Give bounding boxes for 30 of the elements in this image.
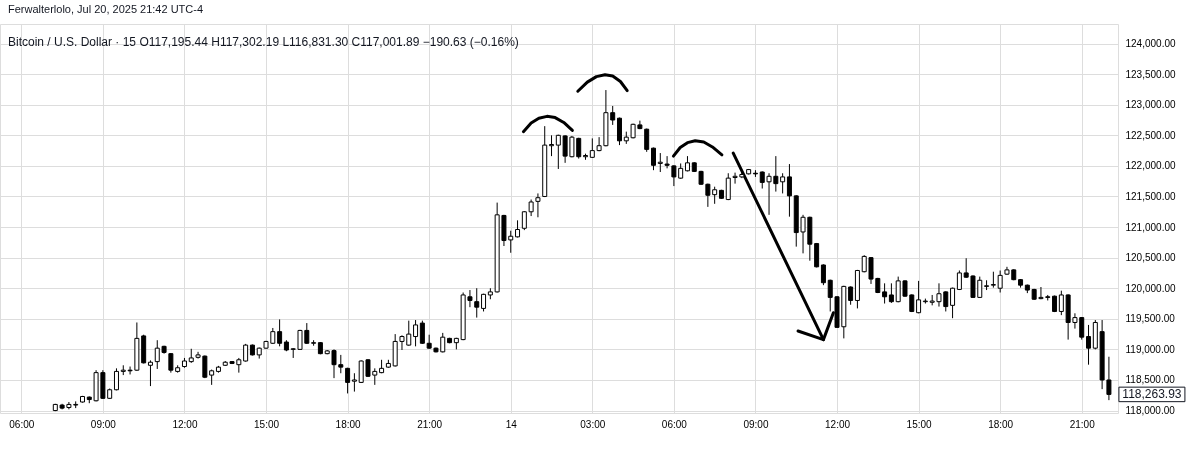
x-tick-label: 21:00	[1069, 418, 1096, 430]
text: Bitcoin / U.S. Dollar · 15 O117,195.44 H117,302.19 L116,831.30 C117,001.89 −190.63 (−0.16%)	[8, 35, 519, 49]
x-tick-label: 09:00	[743, 418, 769, 430]
y-tick-label: 119,500.00	[1125, 313, 1176, 325]
x-tick-label: 14	[505, 418, 518, 430]
y-tick-label: 123,500.00	[1125, 68, 1176, 80]
y-tick-label: 121,000.00	[1125, 221, 1176, 233]
y-tick-label: 121,500.00	[1125, 190, 1176, 202]
annotation: 118,263.93	[1122, 387, 1182, 402]
x-tick-label: 18:00	[335, 418, 362, 430]
y-tick-label: 118,000.00	[1125, 405, 1176, 417]
x-tick-label: 18:00	[988, 418, 1014, 430]
y-tick-label: 123,000.00	[1125, 99, 1176, 111]
x-tick-label: 12:00	[825, 418, 851, 430]
x-tick-label: 15:00	[906, 418, 933, 430]
y-tick-label: 122,000.00	[1125, 160, 1176, 172]
text: Ferwalterlolo, Jul 20, 2025 21:42 UTC-4	[8, 3, 204, 15]
y-tick-label: 122,500.00	[1125, 129, 1176, 141]
x-tick-label: 06:00	[661, 418, 688, 430]
y-tick-label: 124,000.00	[1125, 38, 1176, 50]
y-tick-label: 118,500.00	[1125, 374, 1176, 386]
x-tick-label: 06:00	[9, 418, 35, 430]
y-tick-label: 120,000.00	[1125, 282, 1176, 294]
x-tick-label: 15:00	[254, 418, 280, 430]
x-tick-label: 09:00	[90, 418, 117, 430]
x-tick-label: 12:00	[172, 418, 198, 430]
y-tick-label: 120,500.00	[1125, 252, 1176, 264]
x-tick-label: 21:00	[417, 418, 443, 430]
y-tick-label: 119,000.00	[1125, 343, 1176, 355]
x-tick-label: 03:00	[580, 418, 606, 430]
